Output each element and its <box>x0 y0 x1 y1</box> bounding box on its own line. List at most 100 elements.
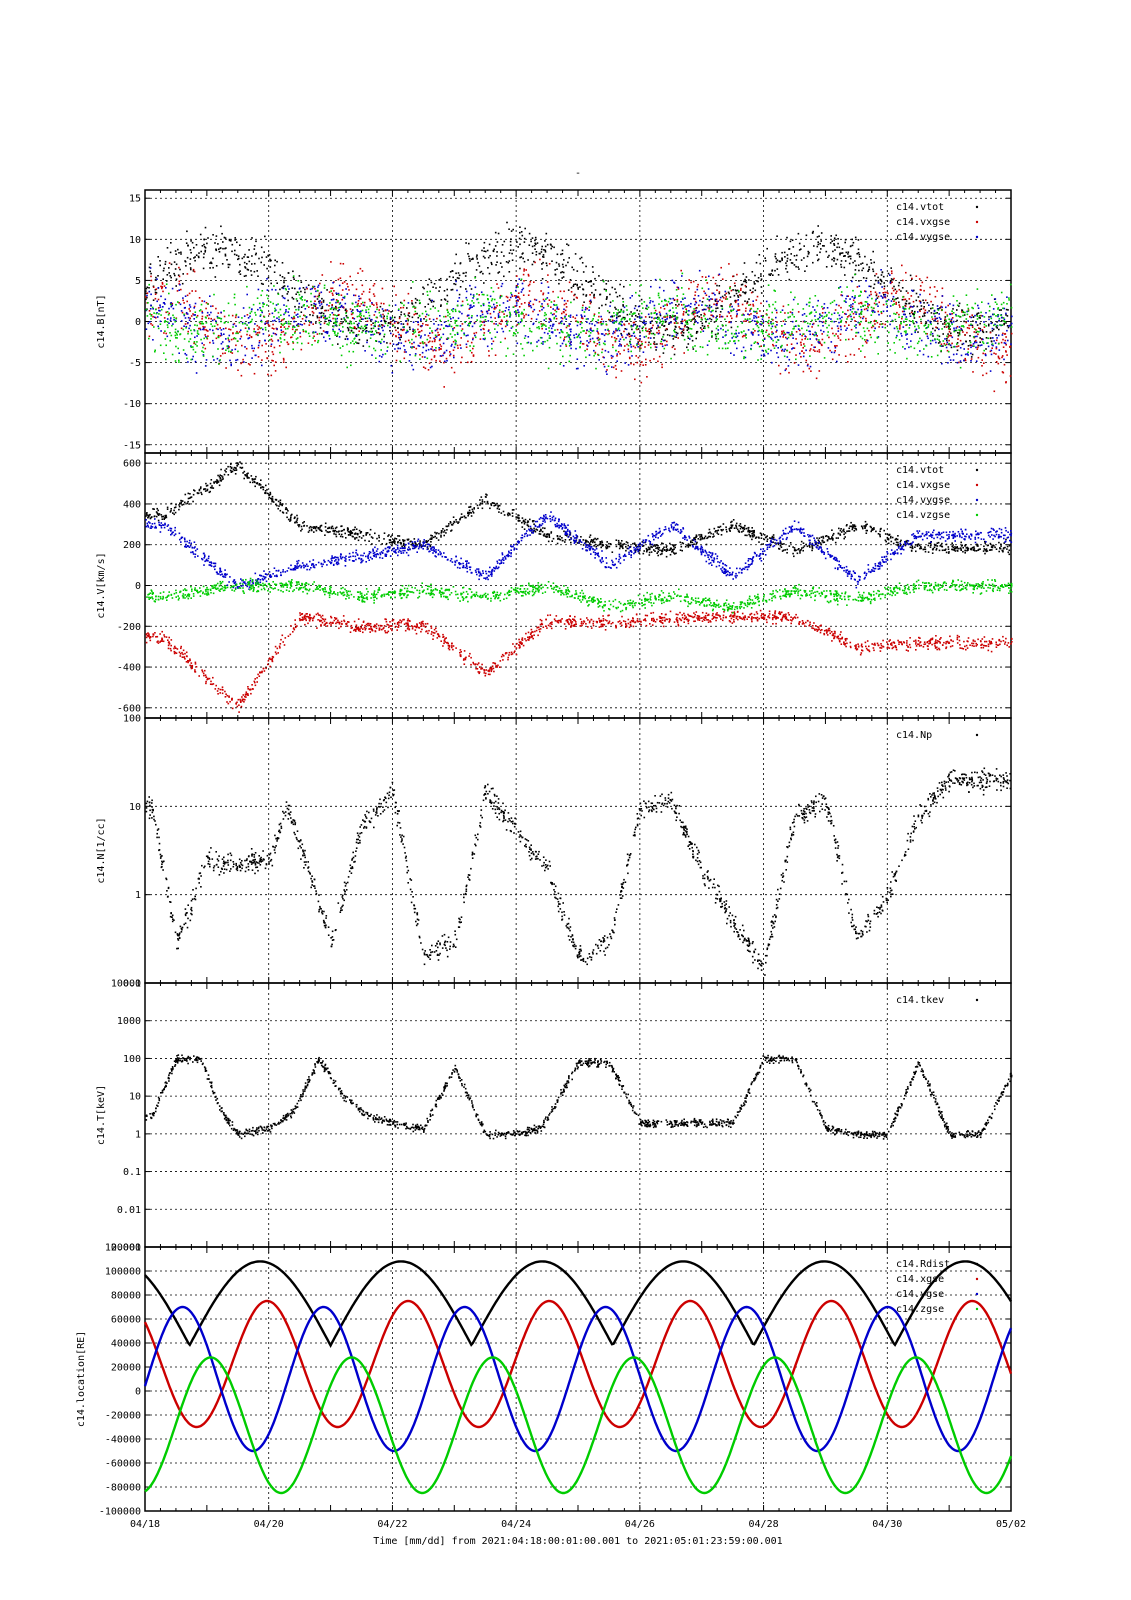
point-bz <box>1006 303 1008 305</box>
point-b-total <box>149 270 151 273</box>
point-bz <box>787 336 790 339</box>
point-bx <box>834 350 836 352</box>
point-bz <box>446 303 448 305</box>
point-b-total <box>235 254 238 256</box>
point-by <box>555 335 557 337</box>
point-bx <box>818 370 821 372</box>
point-b-total <box>562 271 565 274</box>
point-bx <box>864 290 866 292</box>
point-bx <box>623 330 625 333</box>
point-bx <box>719 316 721 318</box>
point-by <box>420 319 422 321</box>
point-by <box>458 297 461 299</box>
point-bx <box>168 312 170 315</box>
point-by <box>680 328 683 330</box>
point-bx <box>707 325 709 327</box>
point-by <box>698 269 701 272</box>
point-by <box>618 340 621 342</box>
point-bx <box>646 376 648 378</box>
point-by <box>730 352 732 354</box>
point-b-total <box>675 331 678 334</box>
point-by <box>317 307 319 309</box>
point-bx <box>970 358 973 360</box>
point-by <box>673 281 675 284</box>
point-by <box>815 338 818 340</box>
point-b-total <box>315 322 317 324</box>
point-bx <box>358 330 360 332</box>
point-by <box>547 286 550 288</box>
point-bz <box>411 338 413 341</box>
point-b-total <box>214 242 216 244</box>
point-by <box>668 322 671 324</box>
point-b-total <box>454 283 457 286</box>
point-by <box>770 322 772 324</box>
point-bz <box>515 311 518 314</box>
point-bx <box>395 329 397 332</box>
point-by <box>162 302 165 304</box>
point-bz <box>801 327 803 330</box>
point-by <box>704 292 707 295</box>
point-b-total <box>231 243 234 246</box>
point-by <box>941 362 943 365</box>
point-b-total <box>475 269 478 271</box>
point-by <box>603 334 606 337</box>
point-bx <box>445 315 447 318</box>
point-by <box>951 336 954 339</box>
point-bz <box>972 307 974 310</box>
point-b-total <box>619 283 621 286</box>
point-bx <box>236 330 238 333</box>
point-bx <box>222 352 224 355</box>
point-by <box>471 325 474 328</box>
point-bx <box>767 322 770 325</box>
point-by <box>191 358 194 361</box>
point-by <box>211 319 214 322</box>
point-bx <box>209 341 211 344</box>
point-by <box>817 341 820 343</box>
point-by <box>356 309 358 311</box>
point-b-total <box>631 328 633 331</box>
point-bx <box>338 313 340 316</box>
point-b-total <box>508 271 511 273</box>
point-by <box>157 287 160 289</box>
point-bz <box>434 307 436 309</box>
point-bx <box>899 328 901 330</box>
point-bz <box>217 336 220 339</box>
point-by <box>275 309 277 311</box>
point-b-total <box>834 249 836 251</box>
point-bz <box>641 343 643 345</box>
point-by <box>992 344 994 347</box>
point-by <box>380 320 383 322</box>
point-bx <box>725 296 727 298</box>
point-bz <box>860 311 862 314</box>
point-by <box>931 339 934 342</box>
point-b-total <box>937 342 940 344</box>
point-b-total <box>400 301 402 304</box>
point-bz <box>676 295 678 297</box>
point-bz <box>893 342 895 344</box>
point-bz <box>885 303 888 305</box>
point-bx <box>658 326 660 329</box>
point-by <box>473 305 475 307</box>
point-b-total <box>754 289 757 292</box>
point-b-total <box>770 273 772 275</box>
point-bx <box>372 284 375 287</box>
point-b-total <box>776 268 779 270</box>
point-bx <box>598 315 600 318</box>
point-bx <box>807 363 809 366</box>
point-b-total <box>204 247 207 249</box>
point-by <box>278 320 281 323</box>
point-bz <box>528 327 531 330</box>
point-b-total <box>862 277 865 279</box>
point-bz <box>682 293 685 295</box>
point-by <box>547 332 549 335</box>
point-b-total <box>531 245 534 248</box>
point-bz <box>653 307 656 310</box>
point-bx <box>626 343 628 346</box>
point-bx <box>247 363 250 365</box>
point-bz <box>454 310 457 313</box>
point-b-total <box>379 305 382 308</box>
point-bx <box>680 269 682 272</box>
point-bz <box>811 319 813 322</box>
point-bx <box>779 372 782 375</box>
point-bz <box>934 338 936 340</box>
